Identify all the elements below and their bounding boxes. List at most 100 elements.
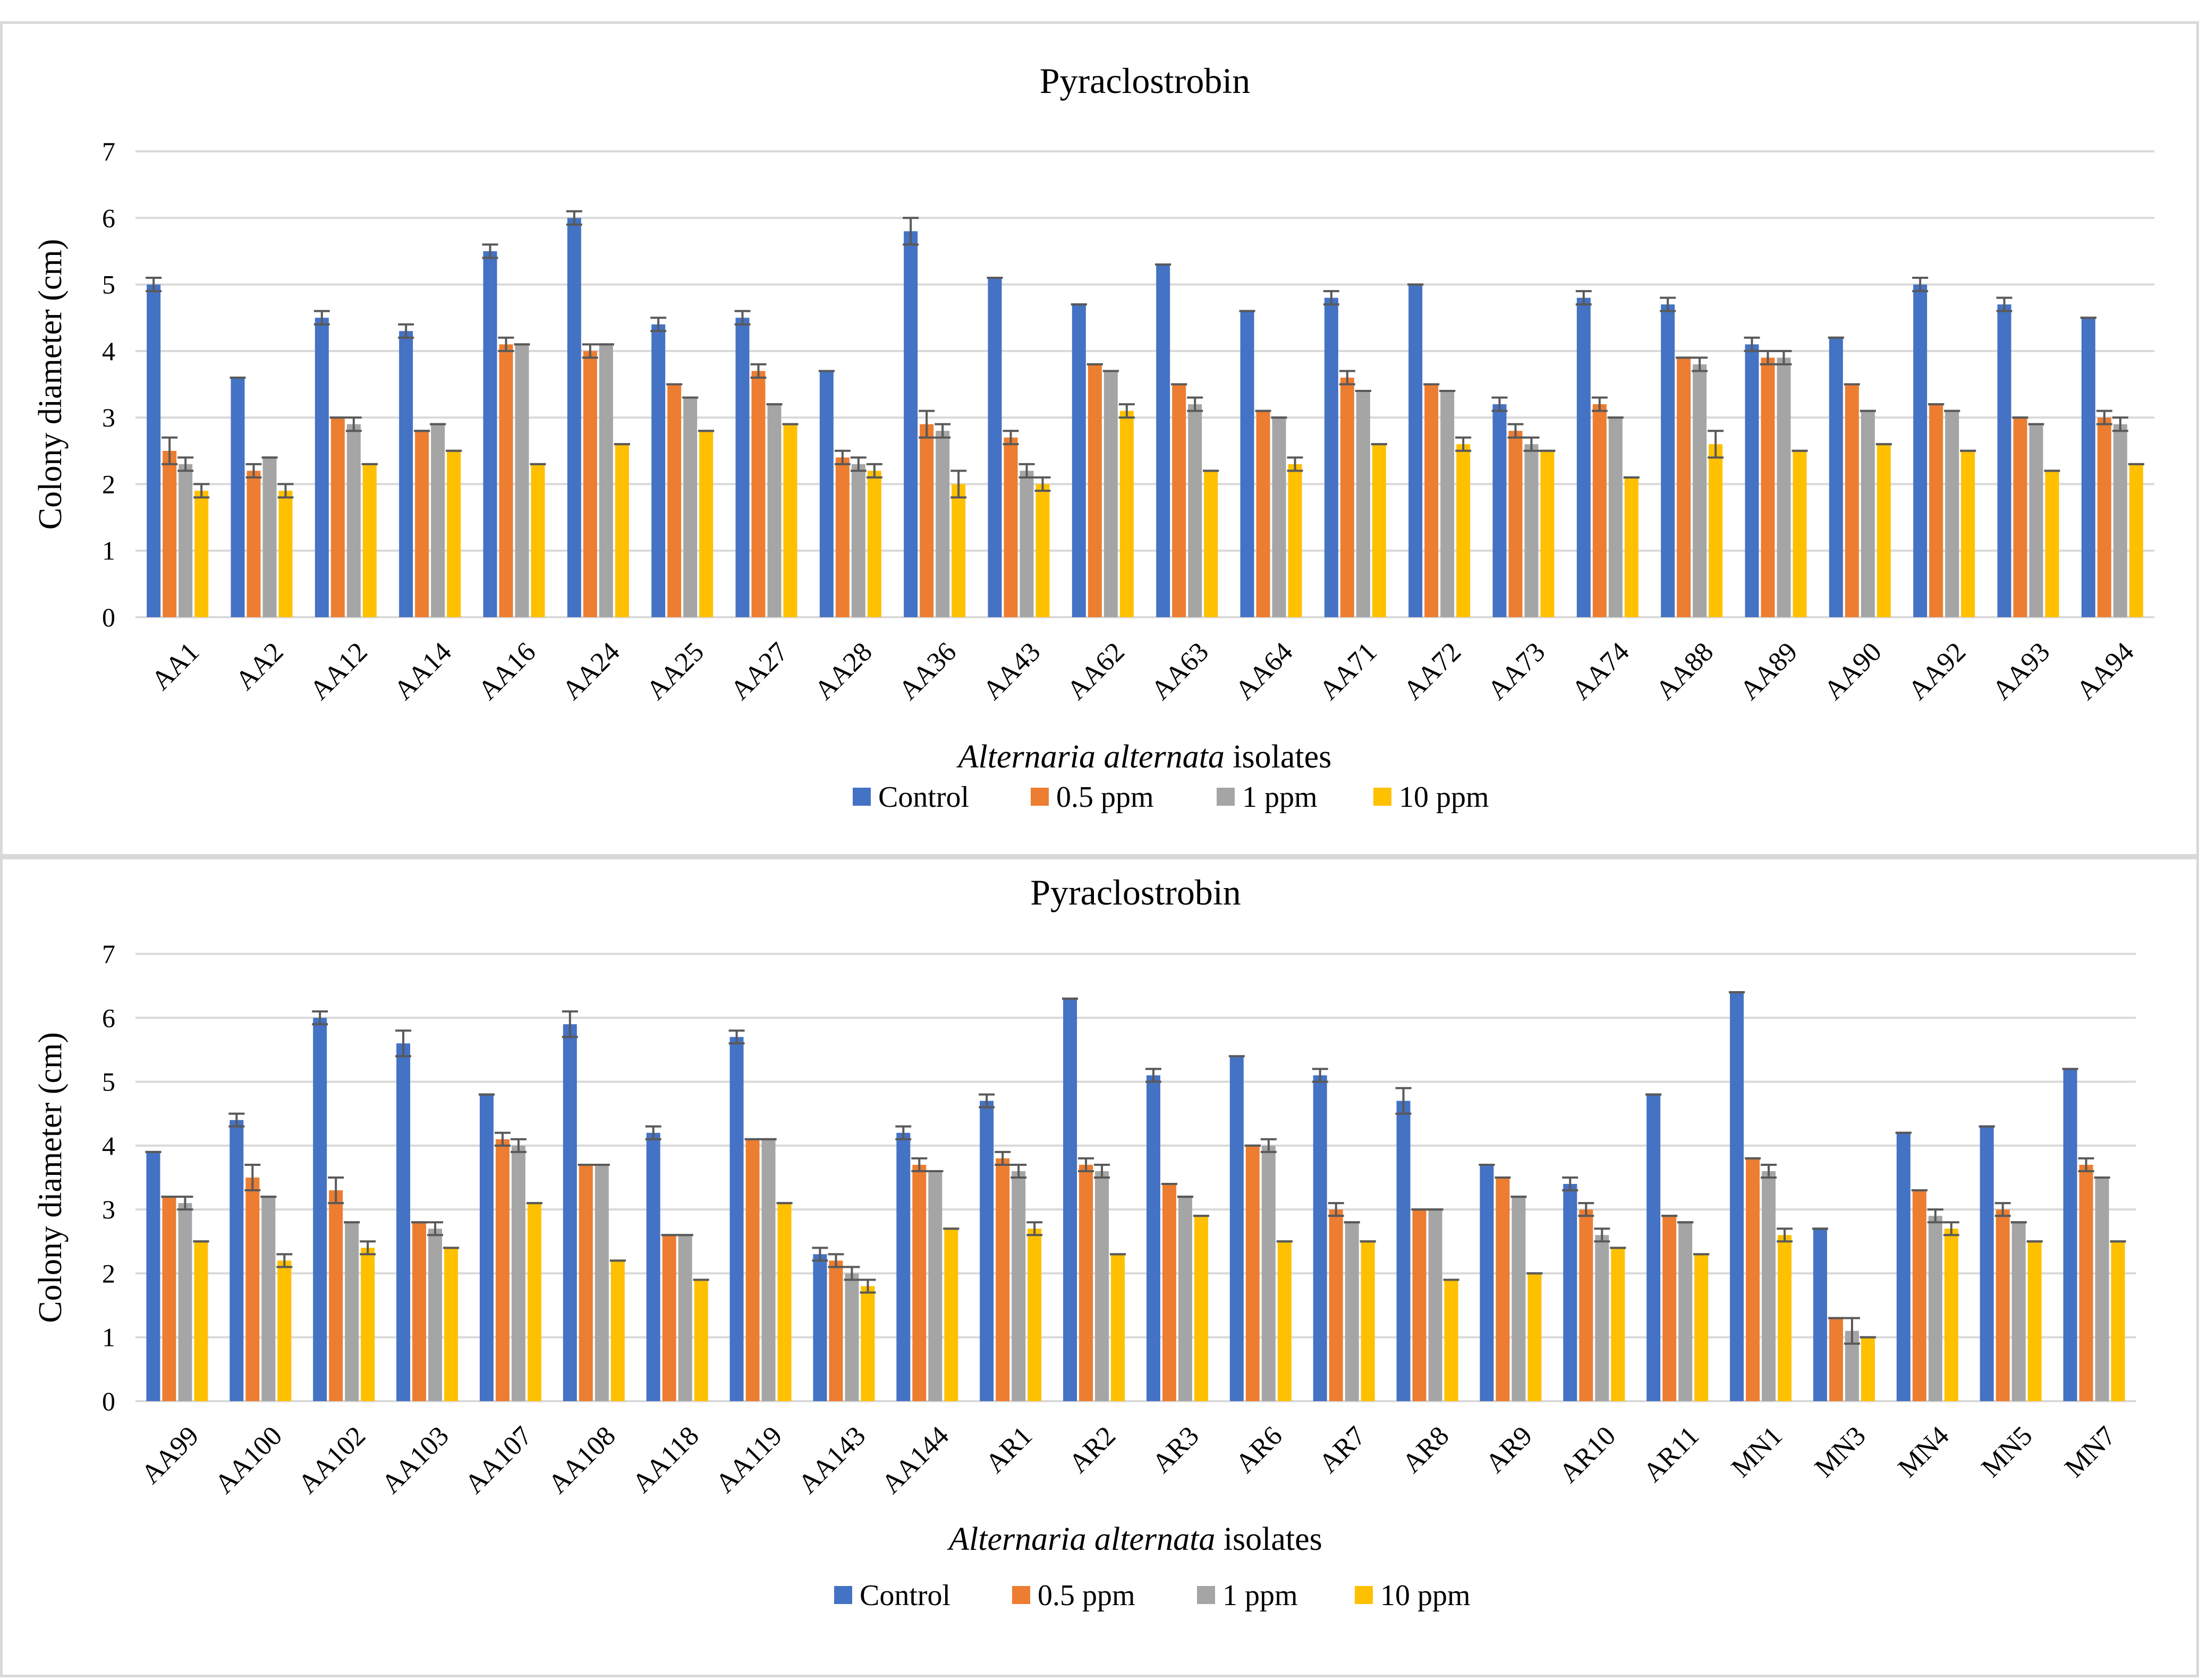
legend-swatch xyxy=(1031,788,1049,806)
bar xyxy=(610,1260,625,1401)
bar xyxy=(1896,1132,1911,1401)
bar xyxy=(1172,384,1186,617)
bar xyxy=(1677,357,1691,617)
bar xyxy=(1072,304,1086,617)
bar xyxy=(230,1120,244,1401)
category-label: MN3 xyxy=(1809,1421,1872,1483)
bar xyxy=(1508,431,1523,617)
bar xyxy=(1456,444,1471,617)
bar xyxy=(2113,424,2127,617)
category-label: AA143 xyxy=(793,1421,872,1500)
chart-title: Pyraclostrobin xyxy=(1040,61,1251,101)
bar xyxy=(1912,1190,1926,1401)
category-label: AA88 xyxy=(1650,637,1719,706)
bar xyxy=(615,444,629,617)
bar xyxy=(2081,318,2095,617)
bar xyxy=(2111,1241,2125,1401)
bar xyxy=(412,1222,427,1401)
bar xyxy=(1245,1145,1260,1401)
bar xyxy=(428,1229,443,1401)
category-label: AA25 xyxy=(641,637,710,706)
category-label: AA16 xyxy=(472,637,541,706)
category-label: AR11 xyxy=(1637,1421,1705,1488)
y-tick-label: 0 xyxy=(102,1386,115,1416)
bar xyxy=(1929,404,1943,617)
category-label: AR2 xyxy=(1063,1421,1122,1479)
bar xyxy=(761,1139,776,1401)
bar xyxy=(447,450,461,617)
bar xyxy=(1845,384,1859,617)
y-tick-label: 4 xyxy=(102,336,115,366)
bar xyxy=(1324,297,1338,617)
bar xyxy=(583,351,597,617)
bar xyxy=(2063,1069,2077,1401)
bar xyxy=(1063,999,1077,1401)
bar xyxy=(896,1132,911,1401)
category-label: AA71 xyxy=(1314,637,1383,706)
bar xyxy=(1396,1101,1411,1401)
category-label: MN5 xyxy=(1976,1421,2039,1483)
bar xyxy=(146,1152,160,1401)
bar xyxy=(361,1248,375,1401)
bar xyxy=(694,1280,708,1401)
bar xyxy=(1563,1184,1577,1401)
chart-title: Pyraclostrobin xyxy=(1030,872,1241,913)
bar xyxy=(1579,1209,1593,1401)
bar xyxy=(988,278,1002,617)
bar xyxy=(1913,284,1928,617)
bar xyxy=(1440,391,1455,617)
category-label: AA63 xyxy=(1145,637,1215,706)
bar xyxy=(1229,1056,1244,1401)
bar xyxy=(1178,1197,1192,1401)
y-tick-label: 3 xyxy=(102,1195,115,1224)
legend-label: Control xyxy=(878,781,969,814)
x-axis-label: Alternaria alternata isolates xyxy=(956,739,1332,775)
bar xyxy=(1961,450,1975,617)
bar xyxy=(1492,404,1507,617)
bar xyxy=(2011,1222,2026,1401)
bar xyxy=(1480,1164,1494,1401)
bar xyxy=(1028,1229,1042,1401)
bar xyxy=(194,1241,208,1401)
category-label: AA73 xyxy=(1482,637,1551,706)
bar xyxy=(527,1203,541,1401)
category-label: AA28 xyxy=(809,637,878,706)
bar xyxy=(277,1260,292,1401)
y-tick-label: 5 xyxy=(102,270,115,300)
bar xyxy=(431,424,445,617)
bar xyxy=(1345,1222,1359,1401)
bar xyxy=(1730,992,1744,1401)
y-tick-label: 2 xyxy=(102,1258,115,1288)
category-label: AA27 xyxy=(725,637,794,706)
bar xyxy=(1412,1209,1427,1401)
bar xyxy=(1524,444,1539,617)
bar xyxy=(1777,357,1791,617)
bar xyxy=(1661,304,1675,617)
bar xyxy=(1424,384,1439,617)
category-label: MN1 xyxy=(1726,1421,1788,1483)
bar xyxy=(262,457,277,617)
legend-label: 1 ppm xyxy=(1242,781,1318,814)
bar xyxy=(1194,1216,1208,1401)
bar xyxy=(245,1178,260,1401)
bar xyxy=(567,218,581,617)
bar xyxy=(162,1197,176,1401)
bar xyxy=(1928,1216,1942,1401)
bar xyxy=(1340,377,1354,617)
bar xyxy=(851,464,865,617)
bar xyxy=(194,490,209,617)
legend-swatch xyxy=(1217,788,1235,806)
bar xyxy=(2129,464,2143,617)
bar xyxy=(1745,344,1759,617)
legend-swatch xyxy=(834,1586,852,1604)
bar xyxy=(861,1286,875,1401)
bar xyxy=(1540,450,1555,617)
bar xyxy=(1256,411,1270,617)
bar xyxy=(1662,1216,1677,1401)
bar xyxy=(1944,1229,1958,1401)
y-tick-label: 4 xyxy=(102,1131,115,1161)
y-tick-label: 6 xyxy=(102,1003,115,1033)
bar xyxy=(944,1229,958,1401)
category-label: AR9 xyxy=(1480,1421,1539,1479)
bar xyxy=(1945,411,1959,617)
